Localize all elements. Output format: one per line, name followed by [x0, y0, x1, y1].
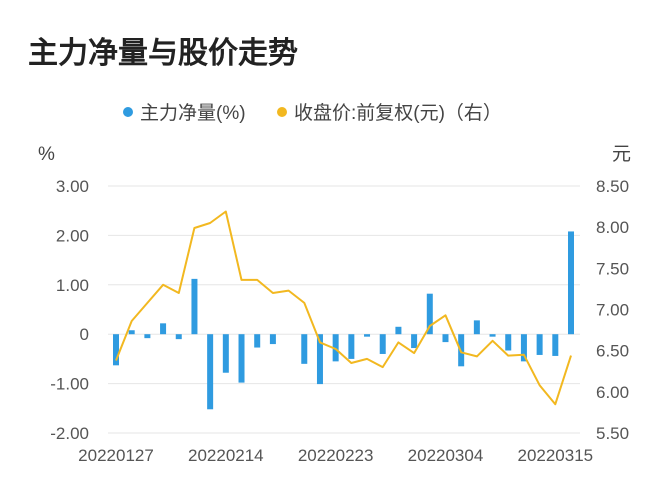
- bar: [207, 334, 214, 410]
- x-tick-label: 20220127: [78, 446, 154, 465]
- right-axis: 8.50 8.00 7.50 7.00 6.50 6.00 5.50: [596, 177, 629, 443]
- right-axis-unit: 元: [612, 144, 631, 165]
- x-tick-label: 20220315: [517, 446, 593, 465]
- x-tick-label: 20220304: [408, 446, 484, 465]
- bar: [332, 334, 339, 362]
- line-series: [115, 210, 572, 406]
- x-tick-label: 20220223: [298, 446, 374, 465]
- right-tick-label: 8.50: [596, 177, 629, 196]
- legend: 主力净量(%) 收盘价:前复权(元)（右）: [123, 102, 502, 124]
- bar: [160, 323, 167, 335]
- left-tick-label: 0: [80, 325, 89, 344]
- bar: [144, 334, 151, 339]
- legend-line-marker: [277, 107, 287, 117]
- legend-bar-marker: [123, 107, 133, 117]
- bar: [113, 334, 119, 366]
- x-axis: 20220127 20220214 20220223 20220304 20220315: [78, 446, 593, 465]
- bar: [520, 334, 527, 362]
- left-tick-label: 1.00: [56, 276, 89, 295]
- bar: [473, 320, 480, 335]
- bar: [536, 334, 543, 355]
- bar: [552, 334, 559, 356]
- bar: [395, 326, 402, 335]
- right-tick-label: 8.00: [596, 218, 629, 237]
- left-tick-label: 2.00: [56, 226, 89, 245]
- price-line: [115, 210, 572, 406]
- bar: [489, 334, 496, 337]
- right-tick-label: 6.00: [596, 383, 629, 402]
- bar: [505, 334, 512, 351]
- right-tick-label: 7.50: [596, 259, 629, 278]
- bar: [442, 334, 449, 343]
- bar-series: [113, 231, 574, 410]
- right-tick-label: 6.50: [596, 342, 629, 361]
- left-tick-label: 3.00: [56, 177, 89, 196]
- x-tick-label: 20220214: [188, 446, 264, 465]
- bar: [379, 334, 386, 354]
- legend-line-label: 收盘价:前复权(元)（右）: [294, 102, 502, 124]
- left-tick-label: -1.00: [50, 375, 89, 394]
- grid: [108, 185, 580, 434]
- bar: [238, 334, 245, 383]
- bar: [175, 334, 182, 340]
- bar: [222, 334, 229, 373]
- right-tick-label: 7.00: [596, 301, 629, 320]
- bar: [269, 334, 276, 345]
- left-axis: 3.00 2.00 1.00 0 -1.00 -2.00: [50, 177, 89, 443]
- bar: [426, 293, 433, 335]
- bar: [568, 231, 574, 335]
- right-tick-label: 5.50: [596, 424, 629, 443]
- left-tick-label: -2.00: [50, 424, 89, 443]
- legend-bar-label: 主力净量(%): [140, 102, 246, 124]
- bar: [316, 334, 323, 385]
- left-axis-unit: %: [38, 144, 55, 165]
- bar: [254, 334, 261, 348]
- bar: [191, 278, 198, 335]
- chart-title: 主力净量与股价走势: [28, 37, 298, 70]
- bar: [411, 334, 418, 349]
- bar: [301, 334, 308, 364]
- bar: [348, 334, 355, 359]
- bar: [364, 334, 371, 337]
- bar: [128, 330, 135, 335]
